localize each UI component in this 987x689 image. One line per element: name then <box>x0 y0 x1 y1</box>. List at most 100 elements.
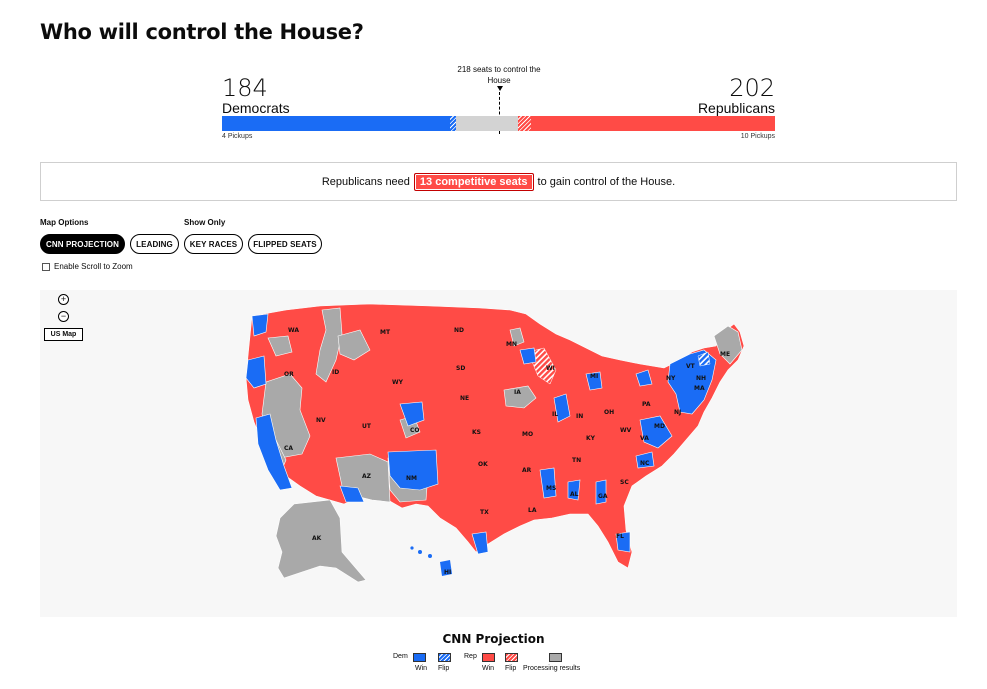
state-label: VA <box>640 435 649 442</box>
state-label: OK <box>478 461 488 468</box>
seat-tally: 184 Democrats 218 seats to control the H… <box>222 62 775 142</box>
zoom-out-button[interactable]: − <box>58 311 69 322</box>
gray-region-montana[interactable] <box>337 329 371 361</box>
state-label: ME <box>720 351 730 358</box>
key-races-button[interactable]: KEY RACES <box>184 234 243 254</box>
gray-region-idaho[interactable] <box>315 307 343 383</box>
dem-region-il[interactable] <box>553 393 571 423</box>
dem-region-co[interactable] <box>399 401 425 427</box>
state-label: AZ <box>362 473 372 480</box>
state-label: IL <box>552 411 558 418</box>
state-label: MO <box>522 431 533 438</box>
state-label: MS <box>546 485 556 492</box>
dem-region-ms[interactable] <box>539 467 557 499</box>
notice-text-after: to gain control of the House. <box>537 175 676 188</box>
state-label: AK <box>312 535 322 542</box>
dem-region-nm[interactable] <box>387 449 439 491</box>
threshold-arrow-icon <box>497 86 503 91</box>
gray-region-mn[interactable] <box>509 327 525 347</box>
show-only-label: Show Only <box>184 218 226 227</box>
state-label: MA <box>694 385 705 392</box>
state-label: UT <box>362 423 372 430</box>
rep-seat-count: 202 <box>729 74 775 102</box>
dem-region-wa[interactable] <box>251 313 269 337</box>
uncalled-segment <box>456 116 518 131</box>
dem-region-va[interactable] <box>639 415 673 449</box>
scroll-zoom-checkbox[interactable] <box>42 262 50 271</box>
state-labels: WA OR ID MT ND SD WY NE NV UT CO KS CA A… <box>284 327 730 576</box>
dem-pickups: 4 Pickups <box>222 133 253 140</box>
dem-region-or[interactable] <box>245 355 267 389</box>
state-label: WA <box>288 327 299 334</box>
legend-processing-label: Processing results <box>523 665 581 672</box>
rep-pickups: 10 Pickups <box>740 133 775 140</box>
hawaii-shape[interactable] <box>410 546 452 576</box>
state-label: SD <box>456 365 465 372</box>
cnn-projection-button[interactable]: CNN PROJECTION <box>40 234 125 254</box>
house-results-map[interactable]: WA OR ID MT ND SD WY NE NV UT CO KS CA A… <box>40 290 957 617</box>
state-label: AR <box>522 467 532 474</box>
flipped-seats-button[interactable]: FLIPPED SEATS <box>248 234 322 254</box>
dem-region-fl[interactable] <box>615 531 631 553</box>
gray-region-iowa[interactable] <box>503 385 537 409</box>
legend-dem-win-swatch <box>413 653 426 662</box>
competitive-seats-badge: 13 competitive seats <box>413 172 534 191</box>
us-district-map[interactable]: WA OR ID MT ND SD WY NE NV UT CO KS CA A… <box>40 290 957 617</box>
state-label: OH <box>604 409 614 416</box>
dem-region-az[interactable] <box>339 485 365 503</box>
state-label: VT <box>686 363 696 370</box>
state-label: MT <box>380 329 391 336</box>
scroll-zoom-toggle[interactable]: Enable Scroll to Zoom <box>42 262 133 271</box>
us-map-button[interactable]: US Map <box>44 328 83 341</box>
dem-region-mn[interactable] <box>519 347 537 365</box>
zoom-in-button[interactable]: + <box>58 294 69 305</box>
legend-rep-flip-label: Flip <box>505 665 517 672</box>
legend-rep-label: Rep <box>464 653 477 660</box>
majority-notice: Republicans need 13 competitive seats to… <box>40 162 957 201</box>
state-label: PA <box>642 401 651 408</box>
dem-region-ny[interactable] <box>635 369 653 387</box>
dem-flip-region[interactable] <box>697 351 711 367</box>
state-label: GA <box>598 493 608 500</box>
map-options-label: Map Options <box>40 218 89 227</box>
state-label: OR <box>284 371 294 378</box>
state-label: ND <box>454 327 464 334</box>
state-label: NM <box>406 475 417 482</box>
state-label: MD <box>654 423 665 430</box>
gray-region-oregon[interactable] <box>267 335 293 357</box>
state-label: LA <box>528 507 537 514</box>
rep-party-label: Republicans <box>697 100 775 116</box>
threshold-marker <box>499 92 500 134</box>
scroll-zoom-label: Enable Scroll to Zoom <box>54 262 133 271</box>
notice-text-before: Republicans need <box>321 175 410 188</box>
state-label: SC <box>620 479 629 486</box>
dem-won-segment <box>222 116 450 131</box>
legend-title: CNN Projection <box>442 632 545 646</box>
dem-region-mi[interactable] <box>585 371 603 391</box>
contiguous-us-shape[interactable] <box>245 303 745 569</box>
state-label: IA <box>514 389 521 396</box>
alaska-shape[interactable] <box>275 499 367 583</box>
state-label: NJ <box>674 409 681 416</box>
legend-dem-flip-label: Flip <box>438 665 450 672</box>
gray-region-maine[interactable] <box>713 325 743 365</box>
state-label: FL <box>616 533 624 540</box>
dem-region-al[interactable] <box>567 479 581 501</box>
dem-region-la[interactable] <box>471 531 489 555</box>
dem-region-ga[interactable] <box>595 479 607 505</box>
state-label: MN <box>506 341 517 348</box>
state-label: NE <box>460 395 469 402</box>
state-label: WY <box>392 379 404 386</box>
rep-flip-segment <box>518 116 531 131</box>
legend-rep-win-label: Win <box>482 665 495 672</box>
state-label: NY <box>666 375 676 382</box>
dem-region-nc[interactable] <box>635 451 655 469</box>
legend-processing-swatch <box>549 653 562 662</box>
state-label: CA <box>284 445 293 452</box>
state-label: NV <box>316 417 326 424</box>
state-label: KY <box>586 435 596 442</box>
state-label: KS <box>472 429 481 436</box>
dem-region-ca[interactable] <box>255 413 293 491</box>
dem-region-northeast[interactable] <box>667 349 717 415</box>
leading-button[interactable]: LEADING <box>130 234 179 254</box>
